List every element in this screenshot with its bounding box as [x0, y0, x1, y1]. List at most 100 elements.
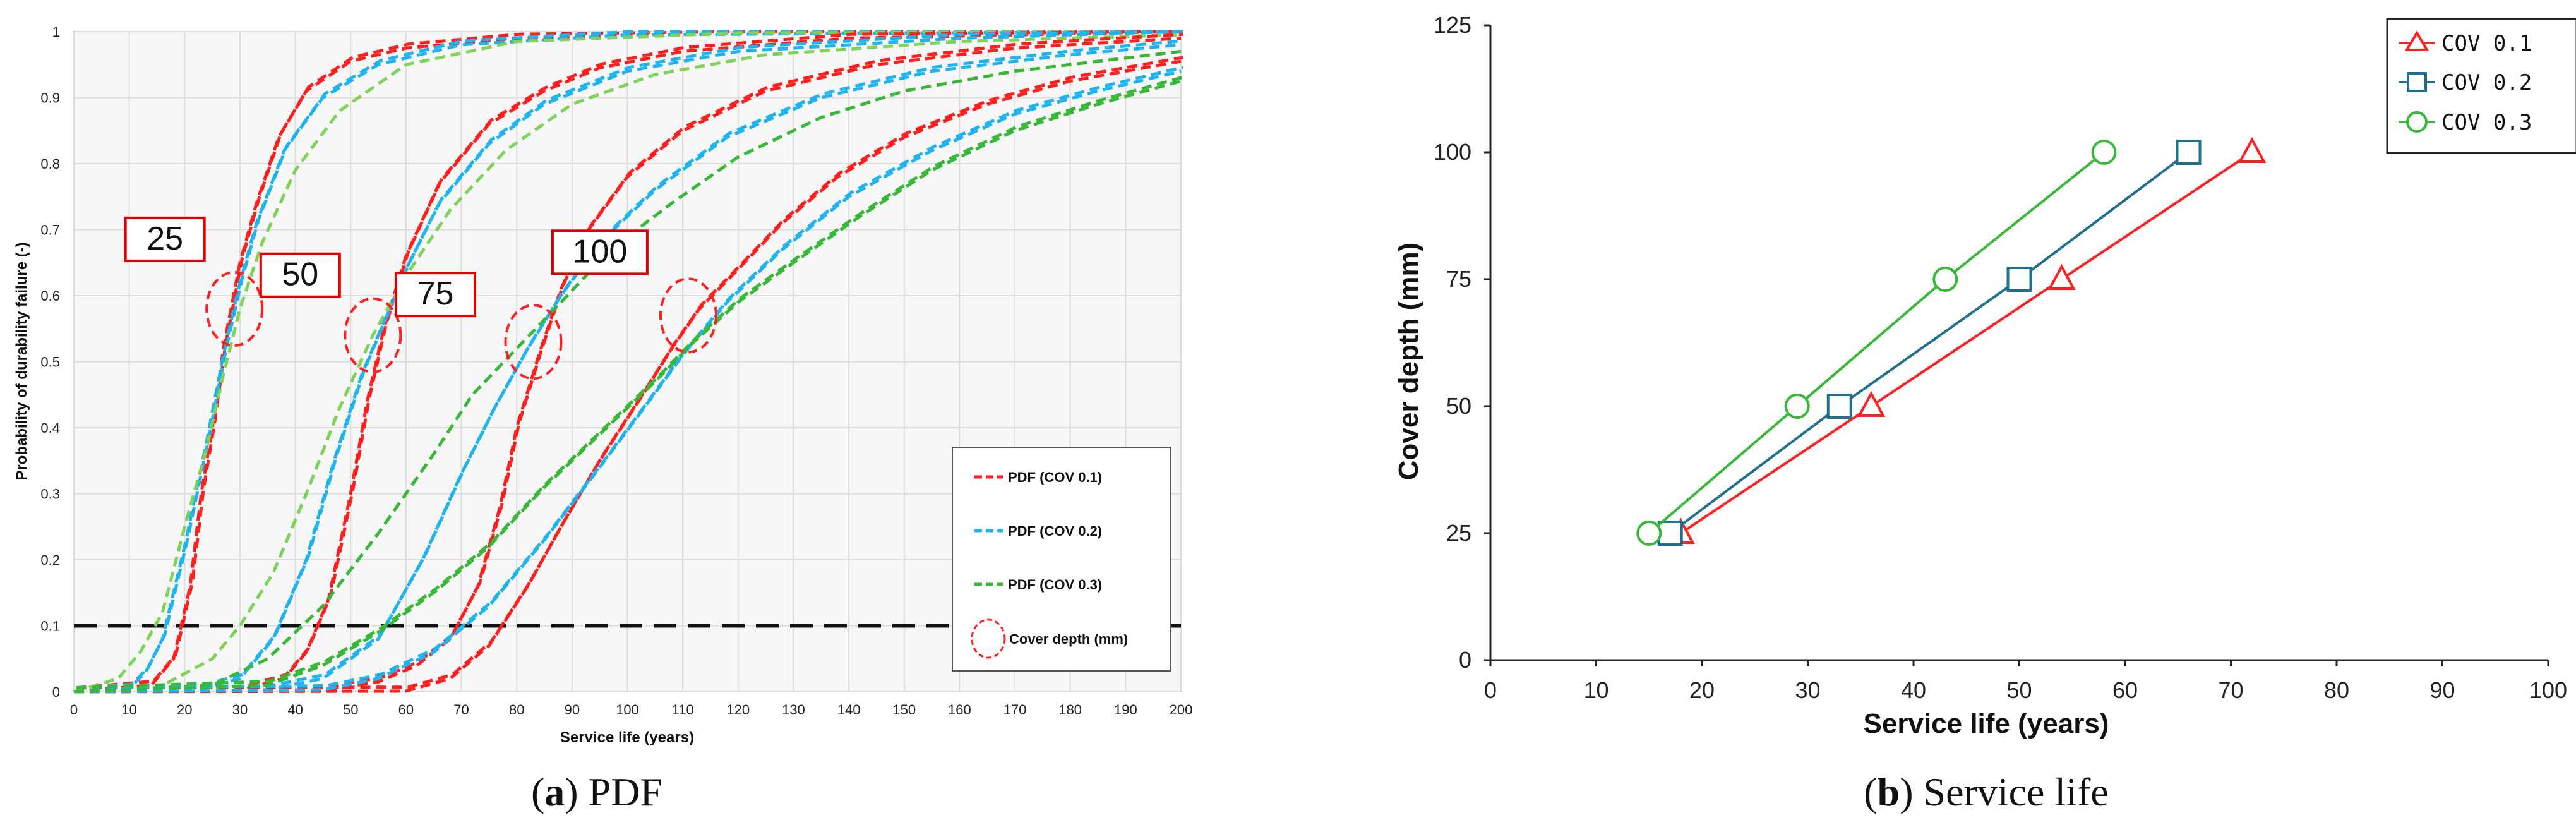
y-tick-label-a: 0.7 [40, 222, 60, 238]
caption-b-letter: b [1878, 769, 1900, 814]
series-line-cov-0-3 [1648, 151, 2105, 534]
x-tick-label-a: 60 [398, 702, 414, 718]
y-tick-label-b: 75 [1446, 266, 1471, 292]
x-tick-label-b: 0 [1484, 677, 1497, 703]
x-tick-label-a: 40 [287, 702, 303, 718]
data-point-cov-0-1 [2238, 136, 2267, 163]
legend-label-cov02: PDF (COV 0.2) [1008, 523, 1102, 539]
data-point-cov-0-2 [2006, 267, 2032, 292]
series-line-50-pdf-cov-0-2- [73, 30, 1182, 694]
x-tick-label-b: 70 [2218, 677, 2243, 703]
cover-depth-label: 100 [573, 233, 628, 270]
x-axis-title-a: Service life (years) [560, 729, 694, 746]
x-tick-label-b: 40 [1901, 677, 1926, 703]
caption-a-letter: a [544, 769, 565, 814]
x-tick-label-a: 180 [1058, 702, 1082, 718]
data-point-cov-0-3 [2091, 140, 2117, 165]
x-tick-label-a: 200 [1170, 702, 1193, 718]
data-point-cov-0-2 [1826, 394, 1852, 419]
cover-depth-label: 50 [282, 256, 318, 293]
x-tick-label-a: 100 [616, 702, 639, 718]
x-tick-label-b: 50 [2006, 677, 2032, 703]
series-line-cov-0-2 [1669, 151, 2190, 534]
x-tick-label-a: 10 [121, 702, 136, 718]
y-tick-label-a: 0.2 [40, 552, 60, 568]
x-tick-label-a: 170 [1003, 702, 1027, 718]
x-tick-label-a: 80 [509, 702, 524, 718]
legend-marker-triangle [2404, 30, 2429, 51]
caption-a-text: PDF [578, 769, 662, 814]
legend-swatch-cover [971, 618, 1006, 659]
legend-label-cov03-b: COV 0.3 [2441, 110, 2532, 135]
legend-a: PDF (COV 0.1) PDF (COV 0.2) PDF (COV 0.3… [952, 447, 1171, 672]
y-tick-label-a: 0.9 [40, 90, 60, 106]
cover-depth-circle [659, 277, 717, 354]
series-line-25-pdf-cov-0-2- [76, 30, 1183, 690]
x-tick-label-b: 60 [2112, 677, 2138, 703]
x-tick-label-a: 50 [343, 702, 358, 718]
y-tick-label-a: 1 [52, 24, 60, 40]
data-point-cov-0-1 [1857, 390, 1886, 417]
series-line-cov-0-1 [1680, 151, 2253, 534]
series-line-100-pdf-cov-0-1- [76, 56, 1183, 690]
legend-label-cover: Cover depth (mm) [1009, 631, 1128, 647]
y-tick-label-a: 0.4 [40, 420, 60, 436]
series-line-100-pdf-cov-0-2- [76, 65, 1184, 690]
caption-b: (b) Service life [1864, 769, 2108, 814]
x-tick-label-a: 190 [1114, 702, 1137, 718]
series-line-75-pdf-cov-0-2- [73, 43, 1182, 694]
series-line-75-pdf-cov-0-3- [73, 49, 1182, 694]
x-tick-label-b: 80 [2324, 677, 2349, 703]
legend-marker-square [2407, 72, 2427, 92]
data-point-cov-0-3 [1784, 394, 1810, 419]
y-tick-label-a: 0.1 [40, 618, 60, 634]
caption-b-text: Service life [1914, 769, 2109, 814]
cover-depth-box [394, 272, 476, 318]
series-line-50-pdf-cov-0-2- [76, 30, 1183, 690]
series-line-75-pdf-cov-0-2- [76, 39, 1183, 690]
x-tick-label-a: 20 [177, 702, 192, 718]
x-tick-label-a: 160 [948, 702, 971, 718]
x-tick-label-b: 90 [2429, 677, 2455, 703]
x-tick-label-b: 20 [1689, 677, 1715, 703]
legend-label-cov01-b: COV 0.1 [2441, 31, 2532, 56]
legend-label-cov02-b: COV 0.2 [2441, 70, 2532, 95]
x-tick-label-a: 110 [672, 702, 694, 718]
cover-depth-circle [504, 304, 563, 380]
legend-b: COV 0.1 COV 0.2 COV 0.3 [2386, 18, 2576, 154]
data-point-cov-0-2 [2176, 140, 2202, 165]
x-tick-label-a: 70 [453, 702, 469, 718]
data-point-cov-0-3 [1932, 267, 1958, 292]
series-line-100-pdf-cov-0-2- [73, 69, 1182, 694]
cover-depth-circle [205, 270, 264, 347]
y-axis-title-a: Probability of durability failure (-) [13, 242, 30, 480]
series-line-100-pdf-cov-0-1- [73, 59, 1182, 694]
x-tick-label-b: 30 [1795, 677, 1820, 703]
y-tick-label-b: 100 [1434, 139, 1471, 165]
y-tick-label-b: 25 [1446, 520, 1471, 546]
x-axis-title-b: Service life (years) [1864, 708, 2109, 739]
legend-label-cov03: PDF (COV 0.3) [1008, 577, 1102, 593]
caption-a: (a) PDF [531, 769, 662, 814]
y-tick-label-b: 125 [1434, 12, 1471, 38]
y-tick-label-a: 0.3 [40, 486, 60, 502]
cover-depth-box [124, 216, 206, 262]
series-group-b [1636, 136, 2267, 546]
cover-depth-circle [344, 297, 402, 373]
x-tick-label-a: 140 [837, 702, 861, 718]
y-tick-label-b: 50 [1446, 393, 1471, 419]
legend-box-a [952, 447, 1171, 672]
plot-area-b [1490, 25, 2548, 660]
x-tick-label-a: 90 [565, 702, 580, 718]
y-tick-label-a: 0.5 [40, 354, 60, 370]
y-tick-label-a: 0.8 [40, 156, 60, 172]
series-line-25-pdf-cov-0-3- [73, 30, 1182, 694]
y-tick-label-a: 0 [52, 684, 60, 700]
data-point-cov-0-1 [2047, 263, 2076, 290]
series-line-25-pdf-cov-0-1- [76, 30, 1183, 690]
y-tick-label-a: 0.6 [40, 288, 60, 304]
chart-panel-a: 0 10 20 30 40 50 60 70 80 90 100 110 120 130 140 150 160… [13, 24, 1192, 814]
x-tick-label-b: 10 [1583, 677, 1609, 703]
x-tick-label-a: 130 [782, 702, 805, 718]
